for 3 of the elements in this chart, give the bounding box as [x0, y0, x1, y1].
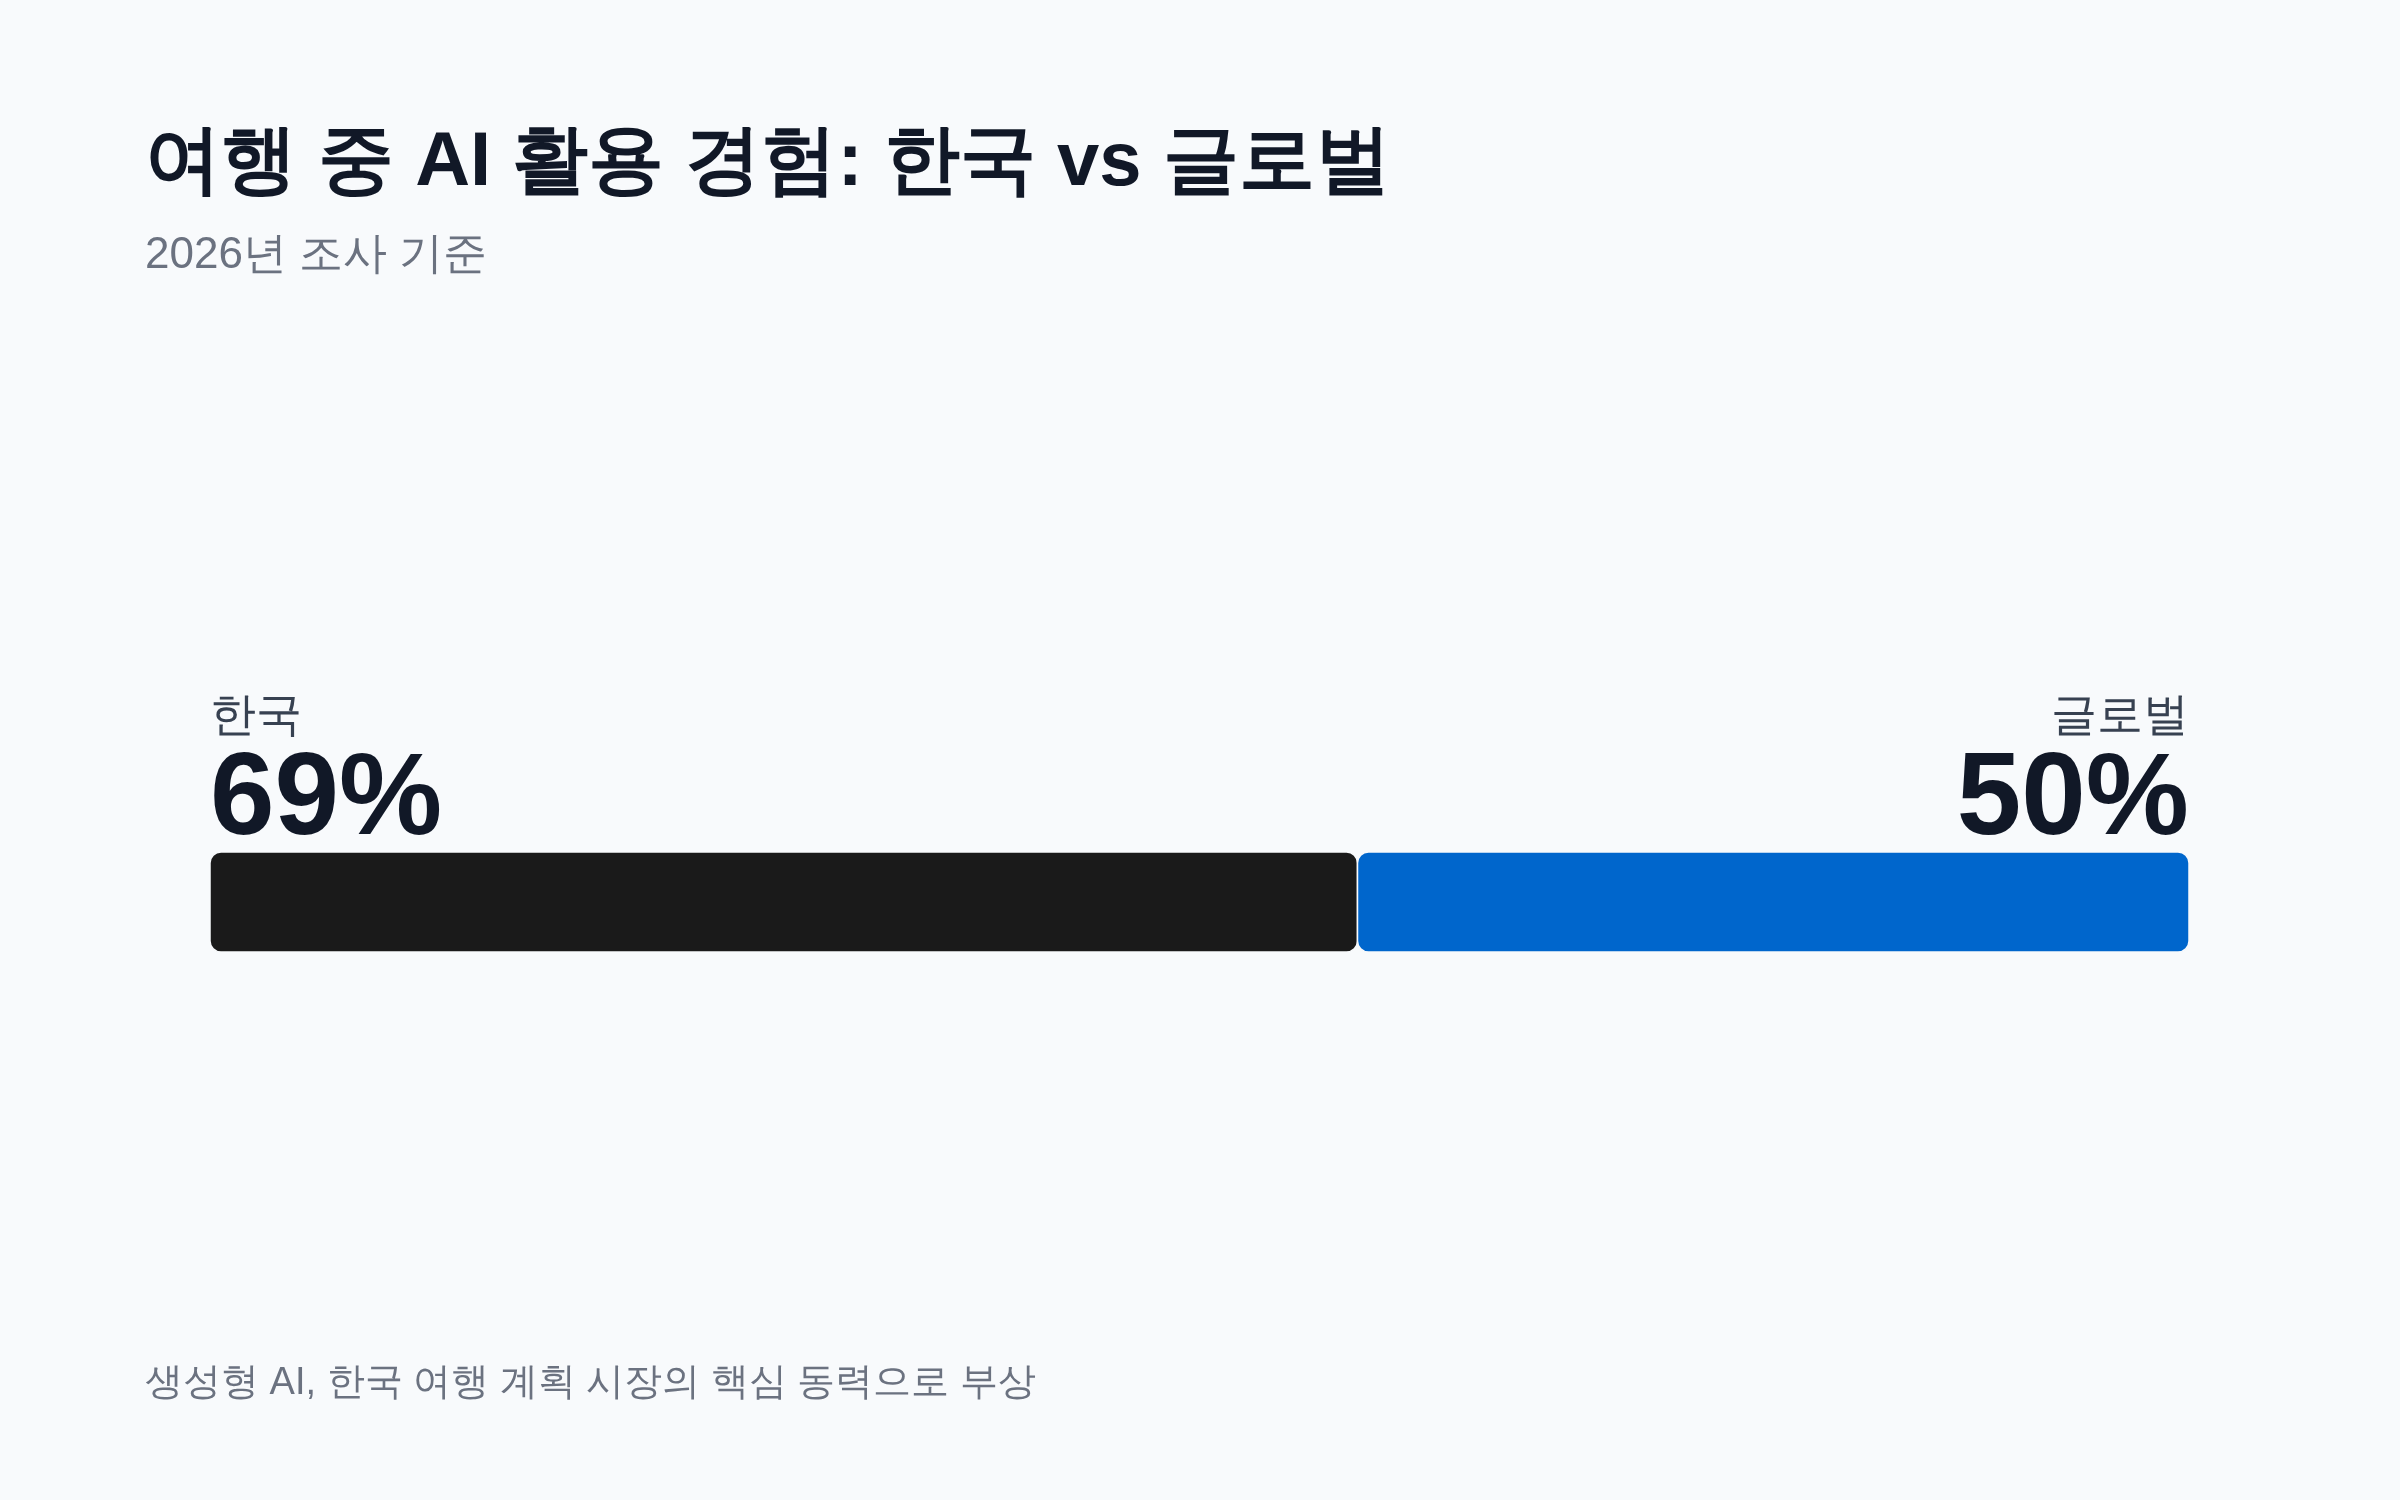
- chart-title: 여행 중 AI 활용 경험: 한국 vs 글로벌: [145, 116, 1391, 201]
- chart-subtitle: 2026년 조사 기준: [145, 228, 488, 277]
- text: 생성형 AI, 한국 여행 계획 시장의 핵심 동력으로 부상: [145, 1360, 1036, 1402]
